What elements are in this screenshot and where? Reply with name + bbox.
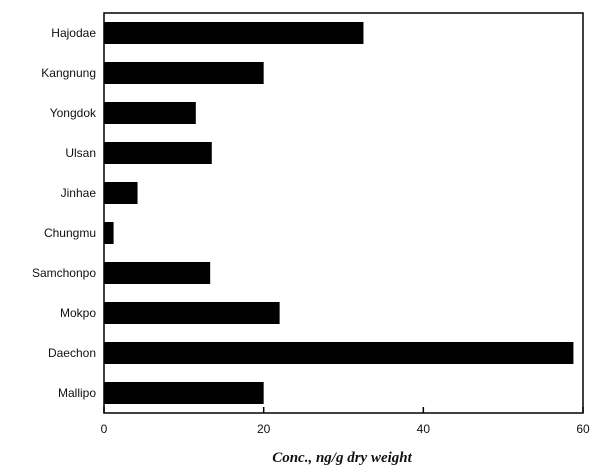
bar-daechon [104,342,574,364]
category-label-mokpo: Mokpo [60,306,96,320]
category-label-mallipo: Mallipo [58,386,96,400]
bar-mokpo [104,302,280,324]
category-label-samchonpo: Samchonpo [32,266,96,280]
category-label-chungmu: Chungmu [44,226,96,240]
category-label-daechon: Daechon [48,346,96,360]
category-labels: Hajodae Kangnung Yongdok Ulsan Jinhae Chungmu… [32,26,97,400]
bars-group [104,22,574,404]
category-label-hajodae: Hajodae [51,26,96,40]
x-tick-label: 20 [257,422,271,436]
x-axis-ticks: 0 20 40 60 [101,407,590,436]
bar-hajodae [104,22,364,44]
bar-mallipo [104,382,264,404]
category-label-yongdok: Yongdok [50,106,97,120]
x-tick-label: 40 [417,422,431,436]
bar-jinhae [104,182,138,204]
plot-frame [103,12,584,414]
x-tick-label: 60 [576,422,590,436]
category-label-jinhae: Jinhae [61,186,97,200]
x-tick-label: 0 [101,422,108,436]
category-label-ulsan: Ulsan [65,146,96,160]
bar-yongdok [104,102,196,124]
bar-ulsan [104,142,212,164]
bar-chungmu [104,222,114,244]
x-axis-title: Conc., ng/g dry weight [272,450,412,466]
category-label-kangnung: Kangnung [41,66,96,80]
bar-samchonpo [104,262,211,284]
bar-kangnung [104,62,264,84]
